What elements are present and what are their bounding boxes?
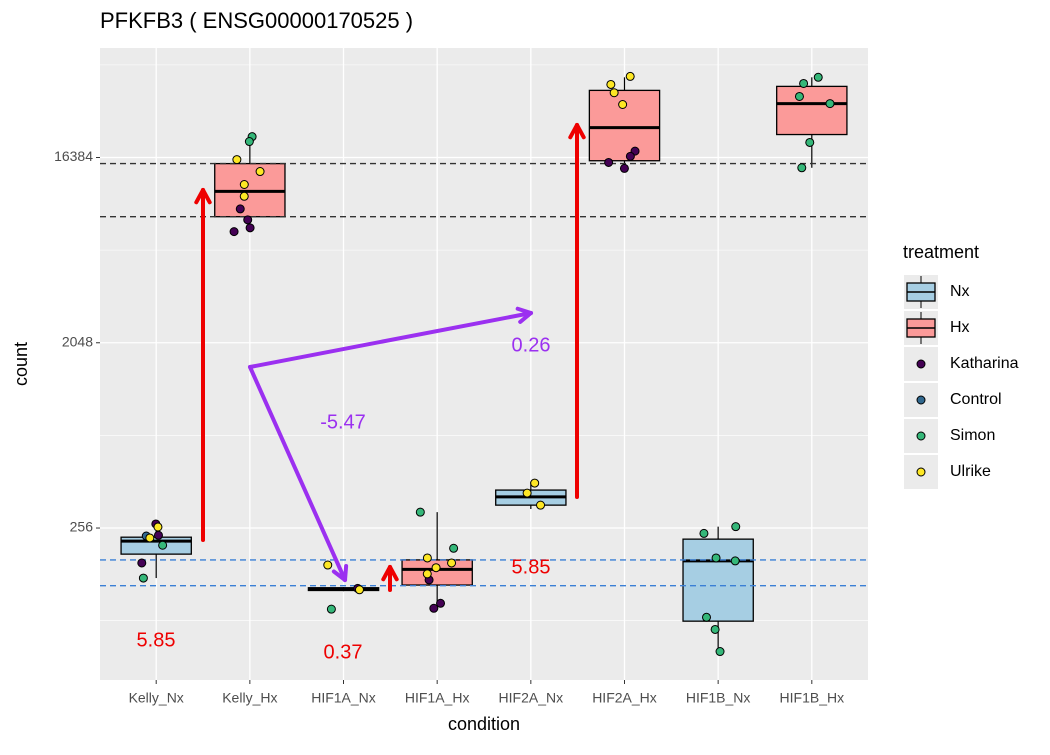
y-axis-label: count bbox=[11, 342, 31, 386]
point bbox=[625, 71, 635, 81]
point bbox=[422, 553, 432, 563]
point bbox=[710, 624, 720, 634]
legend-key bbox=[916, 395, 926, 405]
point bbox=[138, 573, 148, 583]
annotation-arrow bbox=[568, 123, 586, 499]
point bbox=[429, 603, 439, 613]
annotation: 0.26 bbox=[512, 334, 551, 356]
point bbox=[619, 163, 629, 173]
point bbox=[245, 223, 255, 233]
x-tick-label: HIF1A_Nx bbox=[311, 690, 376, 706]
point bbox=[244, 137, 254, 147]
point bbox=[797, 163, 807, 173]
x-tick-label: HIF2A_Nx bbox=[499, 690, 564, 706]
annotation-arrow bbox=[248, 306, 533, 369]
point bbox=[145, 533, 155, 543]
point bbox=[813, 72, 823, 82]
annotation-arrow bbox=[194, 188, 212, 542]
point bbox=[436, 598, 446, 608]
point bbox=[536, 500, 546, 510]
x-tick-label: HIF1A_Hx bbox=[405, 690, 470, 706]
point bbox=[431, 563, 441, 573]
annotation: 5.85 bbox=[137, 629, 176, 651]
point bbox=[415, 507, 425, 517]
point bbox=[805, 137, 815, 147]
x-axis-label: condition bbox=[448, 714, 520, 734]
point bbox=[243, 215, 253, 225]
point bbox=[618, 100, 628, 110]
point bbox=[715, 647, 725, 657]
legend-label: Nx bbox=[950, 283, 970, 300]
annotation-arrow bbox=[248, 365, 349, 582]
legend-key bbox=[916, 359, 926, 369]
legend-key bbox=[916, 467, 926, 477]
point bbox=[702, 612, 712, 622]
legend-key bbox=[916, 431, 926, 441]
point bbox=[326, 604, 336, 614]
point bbox=[604, 157, 614, 167]
x-tick-label: HIF1B_Nx bbox=[686, 690, 751, 706]
point bbox=[625, 151, 635, 161]
x-tick-label: Kelly_Nx bbox=[129, 690, 184, 706]
box bbox=[682, 538, 754, 622]
point bbox=[730, 556, 740, 566]
point bbox=[158, 540, 168, 550]
point bbox=[354, 585, 364, 595]
point bbox=[153, 522, 163, 532]
point bbox=[153, 530, 163, 540]
point bbox=[825, 99, 835, 109]
annotation-arrow bbox=[381, 565, 399, 592]
point bbox=[239, 191, 249, 201]
point bbox=[711, 553, 721, 563]
x-tick-label: Kelly_Hx bbox=[222, 690, 277, 706]
y-tick-label: 16384 bbox=[54, 148, 93, 164]
y-tick-label: 256 bbox=[70, 519, 94, 535]
point bbox=[606, 79, 616, 89]
point bbox=[699, 528, 709, 538]
point bbox=[137, 558, 147, 568]
legend-label: Control bbox=[950, 391, 1002, 408]
point bbox=[323, 560, 333, 570]
legend-label: Katharina bbox=[950, 355, 1019, 372]
point bbox=[799, 78, 809, 88]
point bbox=[794, 91, 804, 101]
box bbox=[776, 85, 848, 136]
point bbox=[422, 569, 432, 579]
legend-title: treatment bbox=[903, 242, 979, 262]
point bbox=[232, 155, 242, 165]
annotation: 5.85 bbox=[512, 556, 551, 578]
x-tick-label: HIF2A_Hx bbox=[592, 690, 657, 706]
point bbox=[522, 488, 532, 498]
annotation: 0.37 bbox=[324, 641, 363, 663]
point bbox=[229, 227, 239, 237]
legend-label: Simon bbox=[950, 427, 995, 444]
point bbox=[449, 543, 459, 553]
chart-title: PFKFB3 ( ENSG00000170525 ) bbox=[100, 8, 413, 33]
annotation: -5.47 bbox=[320, 411, 366, 433]
point bbox=[447, 558, 457, 568]
legend-label: Hx bbox=[950, 319, 970, 336]
point bbox=[235, 204, 245, 214]
point bbox=[239, 180, 249, 190]
legend-label: Ulrike bbox=[950, 463, 991, 480]
y-tick-label: 2048 bbox=[62, 333, 93, 349]
x-tick-label: HIF1B_Hx bbox=[780, 690, 845, 706]
point bbox=[731, 522, 741, 532]
point bbox=[530, 478, 540, 488]
point bbox=[255, 167, 265, 177]
point bbox=[609, 88, 619, 98]
